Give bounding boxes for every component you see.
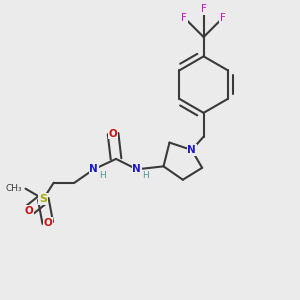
Text: O: O [24, 206, 33, 216]
Text: H: H [142, 171, 148, 180]
Text: N: N [188, 145, 196, 155]
Text: CH₃: CH₃ [6, 184, 22, 193]
Text: S: S [39, 194, 47, 204]
Text: F: F [182, 13, 187, 23]
Text: O: O [44, 218, 52, 228]
Text: N: N [89, 164, 98, 174]
Text: F: F [220, 13, 226, 23]
Text: H: H [99, 171, 106, 180]
Text: F: F [201, 4, 206, 14]
Text: O: O [109, 129, 117, 139]
Text: N: N [132, 164, 141, 174]
